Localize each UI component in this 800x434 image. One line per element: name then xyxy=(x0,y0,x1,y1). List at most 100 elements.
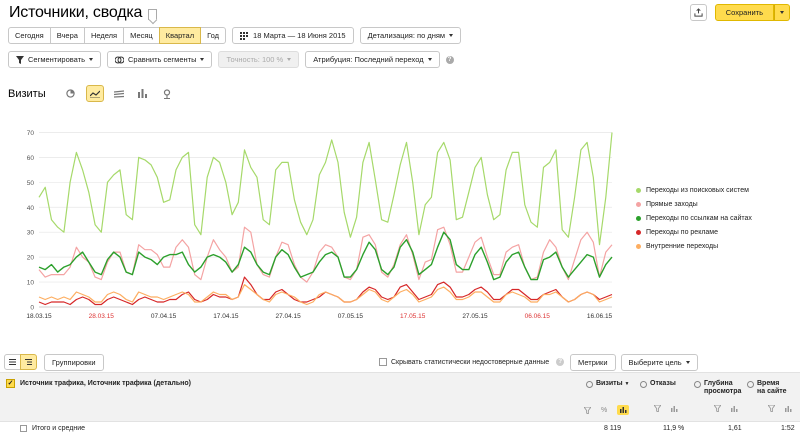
period-button[interactable]: Год xyxy=(200,27,227,44)
legend-item[interactable]: Переходы по ссылкам на сайтах xyxy=(636,211,752,225)
table-header: ✓ Источник трафика, Источник трафика (де… xyxy=(0,372,800,422)
legend-label: Переходы из поисковых систем xyxy=(646,186,749,194)
x-tick-label: 17.05.15 xyxy=(400,313,426,320)
compare-segments-button[interactable]: Сравнить сегменты xyxy=(107,51,213,68)
legend-item[interactable]: Прямые заходы xyxy=(636,197,752,211)
period-button[interactable]: Квартал xyxy=(158,27,202,44)
totals-time: 1:52 xyxy=(781,425,795,432)
legend-marker xyxy=(636,243,641,249)
calendar-icon xyxy=(240,31,249,40)
x-tick-label: 28.03.15 xyxy=(89,313,115,320)
column-bounces[interactable]: Отказы xyxy=(640,380,676,388)
table-toolbar: Группировки Скрывать статистически недос… xyxy=(4,353,794,371)
chevron-down-icon xyxy=(427,58,432,61)
accuracy-dropdown[interactable]: Точность: 100 % xyxy=(218,51,300,68)
totals-label: Итого и средние xyxy=(32,425,86,432)
goal-label: Выберите цель xyxy=(628,357,682,367)
column-visits[interactable]: Визиты ▼ xyxy=(586,380,629,388)
table-actions: Метрики Выберите цель xyxy=(570,353,698,371)
date-range-button[interactable]: 18 Марта — 18 Июня 2015 xyxy=(232,27,354,44)
totals-depth: 1,61 xyxy=(728,425,742,432)
period-button[interactable]: Месяц xyxy=(123,27,160,44)
x-tick-label: 07.05.15 xyxy=(338,313,364,320)
chevron-down-icon xyxy=(685,360,690,364)
metrics-button[interactable]: Метрики xyxy=(570,353,616,371)
bar-chart-icon[interactable] xyxy=(785,405,792,412)
totals-checkbox[interactable] xyxy=(20,425,27,432)
attribution-label: Атрибуция: Последний переход xyxy=(313,55,424,64)
filter-icon[interactable] xyxy=(584,406,591,414)
compare-label: Сравнить сегменты xyxy=(128,55,197,64)
depth-column-tools xyxy=(714,405,738,412)
chevron-down-icon xyxy=(89,58,94,61)
bounces-column-tools xyxy=(654,405,678,412)
chart-type-pie[interactable] xyxy=(62,85,80,102)
chart-header: Визиты xyxy=(8,85,176,102)
y-tick-label: 10 xyxy=(27,280,35,287)
series-line[interactable] xyxy=(38,284,613,306)
view-list-button[interactable] xyxy=(4,354,21,370)
tree-icon xyxy=(25,359,32,365)
filter-icon[interactable] xyxy=(768,405,775,412)
dimension-header[interactable]: ✓ Источник трафика, Источник трафика (де… xyxy=(6,379,191,388)
map-pin-icon xyxy=(163,88,170,99)
totals-bounces: 11,9 % xyxy=(663,425,685,432)
legend-marker xyxy=(636,187,641,193)
hide-stats-toggle[interactable]: Скрывать статистически недостоверные дан… xyxy=(379,358,565,366)
dimension-title: Источник трафика, Источник трафика (дета… xyxy=(20,380,191,387)
attribution-dropdown[interactable]: Атрибуция: Последний переход xyxy=(305,51,440,68)
page-title: Источники, сводка xyxy=(9,4,143,21)
legend-item[interactable]: Переходы по рекламе xyxy=(636,225,752,239)
series-line[interactable] xyxy=(38,231,613,281)
date-range-label: 18 Марта — 18 Июня 2015 xyxy=(253,31,346,40)
column-label-line1: Глубина xyxy=(704,380,733,387)
chart-type-map[interactable] xyxy=(158,85,176,102)
y-tick-label: 30 xyxy=(27,230,35,237)
x-tick-label: 27.04.15 xyxy=(275,313,301,320)
period-button[interactable]: Вчера xyxy=(49,27,85,44)
chart-metric-label: Визиты xyxy=(8,87,46,100)
help-icon[interactable]: ? xyxy=(556,358,565,366)
column-label-line1: Время xyxy=(757,380,780,387)
x-tick-label: 27.05.15 xyxy=(462,313,488,320)
hide-stats-checkbox[interactable] xyxy=(379,358,387,366)
save-button[interactable]: Сохранить xyxy=(714,4,774,21)
legend-item[interactable]: Переходы из поисковых систем xyxy=(636,183,752,197)
column-time[interactable]: Время на сайте xyxy=(747,380,787,396)
save-options-button[interactable] xyxy=(774,4,790,21)
chart-type-bar[interactable] xyxy=(134,85,152,102)
chevron-down-icon xyxy=(287,58,292,61)
goal-dropdown[interactable]: Выберите цель xyxy=(620,353,698,371)
chevron-down-icon xyxy=(780,11,784,14)
info-circle-icon xyxy=(694,381,701,388)
detail-dropdown[interactable]: Детализация: по дням xyxy=(359,27,462,44)
filter-icon[interactable] xyxy=(654,405,661,412)
chart-type-line[interactable] xyxy=(85,85,104,102)
bar-chart-icon[interactable] xyxy=(617,405,630,415)
filter-icon[interactable] xyxy=(714,405,721,412)
help-icon[interactable]: ? xyxy=(445,55,454,64)
info-circle-icon xyxy=(747,381,754,388)
x-tick-label: 07.04.15 xyxy=(151,313,177,320)
series-line[interactable] xyxy=(38,132,613,246)
view-tree-button[interactable] xyxy=(20,354,37,370)
percent-icon[interactable]: % xyxy=(601,406,608,414)
chart-type-area[interactable] xyxy=(110,85,128,102)
bookmark-icon[interactable] xyxy=(148,8,158,20)
period-selector: Сегодня Вчера Неделя Месяц Квартал Год xyxy=(8,27,227,44)
line-chart-icon xyxy=(89,90,100,98)
export-button[interactable] xyxy=(689,4,707,21)
legend-item[interactable]: Внутренние переходы xyxy=(636,239,752,253)
column-depth[interactable]: Глубина просмотра xyxy=(694,380,741,396)
groupings-button[interactable]: Группировки xyxy=(44,353,104,371)
check-icon[interactable]: ✓ xyxy=(6,379,15,388)
top-right-actions: Сохранить xyxy=(689,4,790,21)
segment-button[interactable]: Сегментировать xyxy=(8,51,102,68)
period-button[interactable]: Неделя xyxy=(83,27,125,44)
bar-chart-icon[interactable] xyxy=(671,405,678,412)
bar-chart-icon[interactable] xyxy=(731,405,738,412)
column-label: Отказы xyxy=(650,380,676,387)
period-button[interactable]: Сегодня xyxy=(8,27,51,44)
accuracy-label: Точность: 100 % xyxy=(226,55,284,64)
series-line[interactable] xyxy=(38,276,613,306)
